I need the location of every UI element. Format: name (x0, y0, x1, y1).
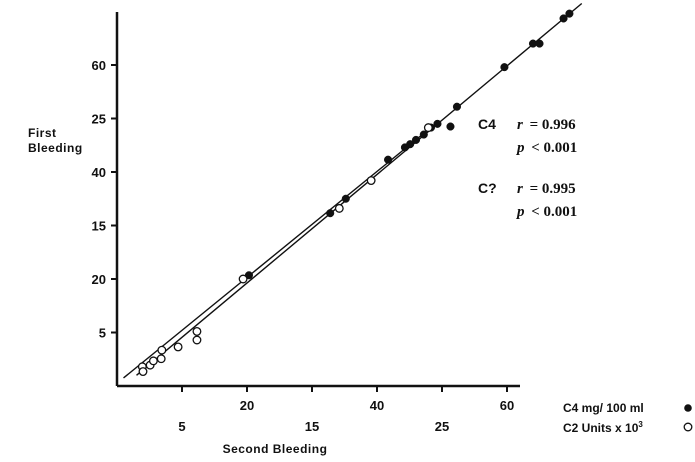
y-axis-title-line1: First (28, 126, 57, 140)
c2-r-value: r = 0.995 (517, 181, 576, 197)
c4-data-point (406, 140, 415, 149)
c4-data-point (446, 122, 455, 131)
c4-r-label: r (517, 117, 523, 133)
c2-data-point (148, 356, 158, 366)
data-points (137, 9, 574, 377)
c4-data-point (326, 209, 335, 218)
c4-data-point (535, 39, 544, 48)
legend-c2-text: C2 Units x 10 (563, 421, 639, 435)
c4-data-point (433, 119, 442, 128)
x-ticks: 5 20 15 40 25 60 (178, 386, 514, 434)
c4-p-label: p (515, 140, 525, 156)
y-tick-label: 40 (92, 165, 106, 180)
c4-data-point (452, 102, 462, 111)
c2-r-number: = 0.995 (530, 181, 576, 197)
c2-stats: C? r = 0.995 p < 0.001 (478, 180, 577, 220)
fit-lines (123, 2, 583, 379)
c2-data-point (173, 342, 183, 352)
legend: C4 mg/ 100 ml C2 Units x 103 (563, 401, 693, 435)
c2-p-value: p < 0.001 (515, 204, 577, 220)
c2-data-point (156, 354, 166, 364)
y-tick-label: 25 (92, 112, 106, 127)
c2-data-point (192, 326, 202, 336)
x-tick-label: 5 (178, 419, 185, 434)
c2-data-point (366, 176, 376, 186)
c4-data-point (565, 9, 574, 18)
y-tick-label: 5 (99, 326, 106, 341)
c2-data-point (334, 203, 344, 213)
c4-stat-name: C4 (478, 116, 496, 132)
legend-c2-label: C2 Units x 103 (563, 420, 643, 435)
c2-p-label: p (515, 204, 525, 220)
c2-data-point (423, 123, 433, 133)
y-tick-label: 15 (92, 219, 106, 234)
c2-stat-name: C? (478, 180, 497, 196)
x-tick-label: 20 (240, 398, 254, 413)
c4-fit-line (136, 2, 583, 376)
y-tick-label: 60 (92, 58, 106, 73)
y-axis-title-line2: Bleeding (28, 141, 83, 155)
c4-data-point (500, 63, 509, 72)
c4-stats: C4 r = 0.996 p < 0.001 (478, 116, 577, 156)
c2-fit-line (123, 120, 440, 379)
c4-r-number: = 0.996 (530, 117, 577, 133)
c2-data-point (192, 335, 202, 345)
c4-p-value: p < 0.001 (515, 140, 577, 156)
legend-c2-sup: 3 (638, 420, 643, 429)
x-tick-label: 60 (500, 398, 514, 413)
y-ticks: 5 20 15 40 25 60 (92, 58, 117, 341)
c2-data-point (138, 367, 148, 377)
x-tick-label: 25 (435, 419, 449, 434)
y-tick-label: 20 (92, 272, 106, 287)
c4-data-point (419, 130, 428, 139)
legend-c4-marker (684, 404, 692, 412)
legend-c2-marker (683, 422, 693, 432)
x-axis-title: Second Bleeding (223, 442, 328, 456)
c2-p-number: < 0.001 (531, 204, 577, 220)
c4-data-point (559, 14, 568, 23)
c2-data-point (238, 274, 248, 284)
c4-data-point (384, 155, 393, 164)
c4-r-value: r = 0.996 (517, 117, 576, 133)
c4-data-point (341, 194, 350, 203)
c4-data-point (411, 135, 421, 144)
x-tick-label: 15 (305, 419, 319, 434)
c4-p-number: < 0.001 (531, 140, 577, 156)
x-tick-label: 40 (370, 398, 384, 413)
c2-data-point (157, 345, 167, 355)
c2-r-label: r (517, 181, 523, 197)
legend-c4-label: C4 mg/ 100 ml (563, 401, 644, 415)
